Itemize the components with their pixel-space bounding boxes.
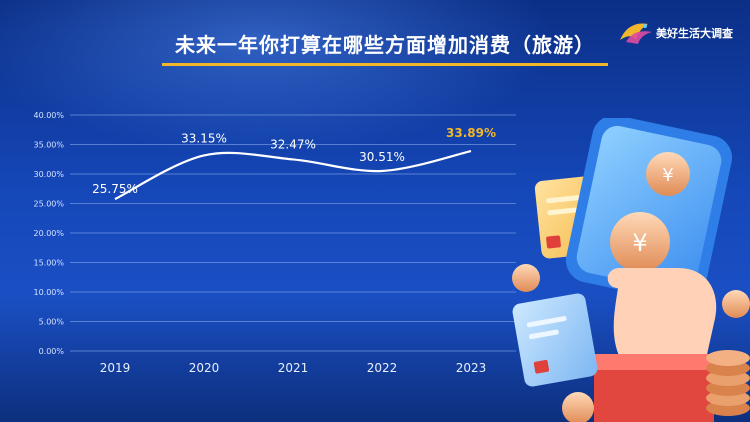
chart-title: 未来一年你打算在哪些方面增加消费（旅游） [175,33,595,57]
y-tick-label: 0.00% [39,347,65,356]
data-label: 32.47% [270,137,316,151]
y-tick-label: 25.00% [33,200,64,209]
x-tick-label: 2022 [367,361,398,375]
y-tick-label: 35.00% [33,141,64,150]
grid-layer [70,114,516,352]
y-tick-label: 15.00% [33,259,64,268]
data-label: 33.89% [446,126,496,140]
bird-logo-icon [620,23,652,44]
series-line [114,149,472,201]
data-labels: 25.75% 33.15% 32.47% 30.51% 33.89% [92,126,496,196]
phone-payment-illustration: ¥ ¥ [512,118,750,422]
hand-icon [594,268,717,422]
data-label: 30.51% [359,150,405,164]
survey-logo: 美好生活大调查 [618,18,738,48]
y-axis-ticks: 0.00% 5.00% 10.00% 15.00% 20.00% 25.00% 30.00%… [33,111,64,356]
x-tick-label: 2020 [189,361,220,375]
data-label: 33.15% [181,131,227,145]
blue-card-icon [512,293,598,387]
x-tick-label: 2021 [278,361,309,375]
x-tick-label: 2019 [100,361,131,375]
coin-stack-icon [512,264,750,422]
x-axis-ticks: 2019 2020 2021 2022 2023 [100,361,487,375]
y-tick-label: 5.00% [39,318,65,327]
yuan-coin-icon: ¥ ¥ [610,152,690,272]
y-tick-label: 40.00% [33,111,64,120]
y-tick-label: 30.00% [33,170,64,179]
svg-text:¥: ¥ [632,229,647,257]
svg-text:¥: ¥ [662,165,673,186]
x-tick-label: 2023 [456,361,487,375]
y-tick-label: 20.00% [33,229,64,238]
logo-text: 美好生活大调查 [656,27,733,40]
title-underline [162,63,608,66]
data-label: 25.75% [92,182,138,196]
y-tick-label: 10.00% [33,288,64,297]
chart-title-block: 未来一年你打算在哪些方面增加消费（旅游） [162,30,608,66]
